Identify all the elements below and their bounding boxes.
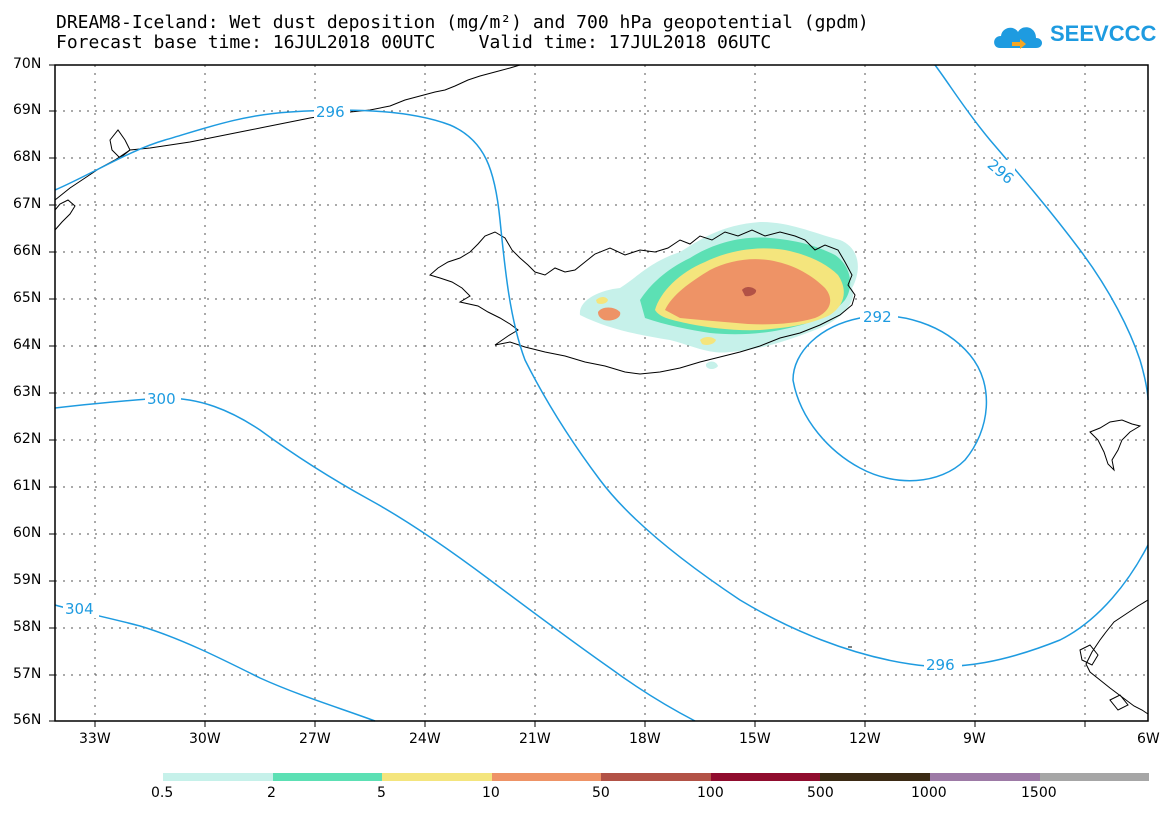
lon-label: 15W xyxy=(739,731,771,747)
lat-label: 58N xyxy=(13,619,42,635)
lat-label: 67N xyxy=(13,196,42,212)
legend-label: 2 xyxy=(267,785,276,801)
lat-label: 64N xyxy=(13,337,42,353)
contour-label: 300 xyxy=(147,390,176,408)
axis-ticks xyxy=(49,64,1086,727)
contour-label-backgrounds xyxy=(63,102,1015,674)
iceland-coastline xyxy=(428,229,856,375)
lon-label: 33W xyxy=(79,731,111,747)
legend-swatch xyxy=(710,773,821,781)
legend-label: 1500 xyxy=(1021,785,1057,801)
lat-label: 60N xyxy=(13,525,42,541)
lat-label: 59N xyxy=(13,572,42,588)
lat-label: 62N xyxy=(13,431,42,447)
lon-label: 30W xyxy=(189,731,221,747)
lat-label: 56N xyxy=(13,712,42,728)
legend-swatch xyxy=(601,773,711,781)
contour-label: 292 xyxy=(863,308,892,326)
contour-label: 296 xyxy=(926,656,955,674)
lat-label: 57N xyxy=(13,666,42,682)
lon-label: 18W xyxy=(629,731,661,747)
legend-swatch xyxy=(929,773,1040,781)
legend-swatch xyxy=(272,773,383,781)
greenland-coastline xyxy=(54,64,521,201)
gridlines xyxy=(55,65,1148,721)
lon-label: 27W xyxy=(299,731,331,747)
cloud-logo-icon xyxy=(994,27,1042,49)
dust-deposition-shading xyxy=(579,222,858,369)
faroe-islands xyxy=(1089,419,1142,472)
map-title: DREAM8-Iceland: Wet dust deposition (mg/… xyxy=(56,12,869,33)
lat-label: 61N xyxy=(13,478,42,494)
legend-colorbar xyxy=(163,773,1150,781)
legend-label: 100 xyxy=(697,785,724,801)
lat-label: 63N xyxy=(13,384,42,400)
legend-label: 1000 xyxy=(911,785,947,801)
lon-label: 21W xyxy=(519,731,551,747)
legend-label: 0.5 xyxy=(151,785,174,801)
legend-swatch xyxy=(163,773,273,781)
lat-label: 66N xyxy=(13,243,42,259)
legend-label: 10 xyxy=(482,785,500,801)
legend-label: 500 xyxy=(807,785,834,801)
legend-swatch xyxy=(1039,773,1150,781)
lat-label: 68N xyxy=(13,149,42,165)
legend-swatch xyxy=(820,773,930,781)
logo-text: SEEVCCC xyxy=(1050,21,1157,46)
lon-label: 24W xyxy=(409,731,441,747)
lon-label: 6W xyxy=(1137,731,1160,747)
contour-labels: 296 300 304 292 296 296 xyxy=(65,103,1017,674)
map-subtitle: Forecast base time: 16JUL2018 00UTC Vali… xyxy=(56,32,772,53)
legend-label: 5 xyxy=(377,785,386,801)
legend-label: 50 xyxy=(592,785,610,801)
contour-label: 296 xyxy=(316,103,345,121)
legend-swatch xyxy=(491,773,602,781)
legend-swatch xyxy=(382,773,492,781)
lat-label: 65N xyxy=(13,290,42,306)
lon-label: 9W xyxy=(963,731,986,747)
lat-label: 69N xyxy=(13,102,42,118)
contour-label: 304 xyxy=(65,600,94,618)
scotland-coastline xyxy=(1085,599,1149,715)
lon-label: 12W xyxy=(849,731,881,747)
lat-label: 70N xyxy=(13,56,42,72)
